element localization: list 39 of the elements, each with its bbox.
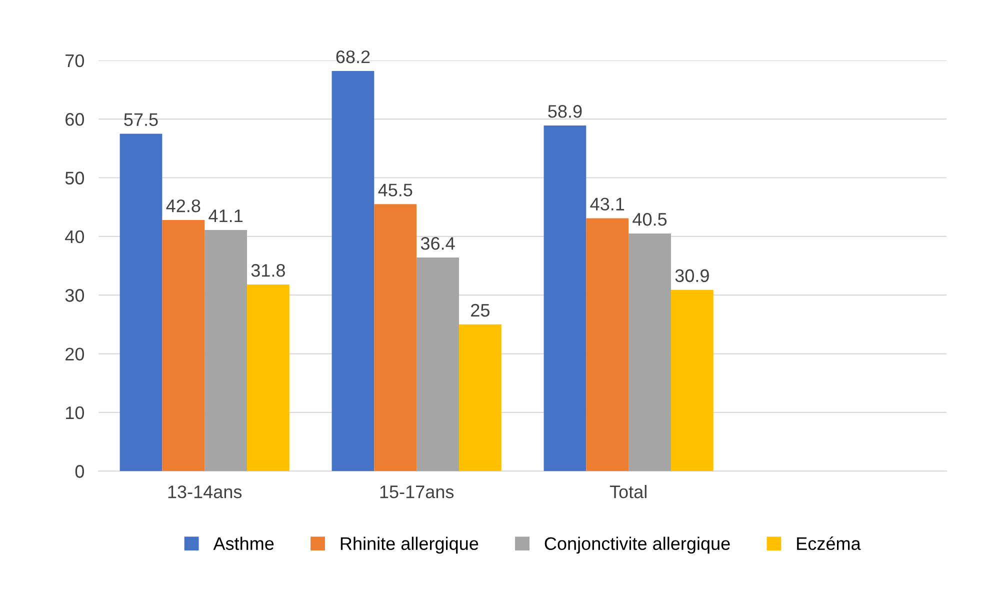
bar [120, 134, 162, 472]
bar [586, 218, 629, 472]
y-tick-label: 70 [66, 54, 84, 68]
data-label: 43.1 [590, 198, 624, 210]
y-tick-label: 0 [75, 465, 84, 478]
data-label: 68.2 [336, 50, 370, 64]
x-tick-label: 13-14ans [168, 485, 242, 498]
data-label: 42.8 [166, 199, 200, 212]
bar [332, 70, 374, 472]
bar [416, 258, 459, 472]
data-label: 40.5 [632, 212, 667, 226]
bar [374, 204, 417, 472]
x-tick-label: 15-17ans [380, 486, 454, 498]
data-label: 58.9 [548, 105, 582, 118]
data-label: 45.5 [378, 184, 412, 196]
legend-label: Eczéma [797, 536, 861, 550]
bar [628, 233, 671, 472]
data-label: 57.5 [124, 113, 158, 126]
y-tick-label: 10 [66, 406, 84, 420]
y-tick-label: 60 [66, 113, 84, 126]
x-tick-label: Total [610, 485, 646, 498]
bar [246, 284, 290, 472]
data-label: 36.4 [420, 237, 455, 250]
y-tick-label: 30 [65, 289, 84, 302]
legend-label: Rhinite allergique [340, 536, 478, 554]
data-label: 31.8 [251, 264, 285, 277]
y-tick-label: 20 [66, 348, 84, 360]
data-label: 30.9 [675, 269, 709, 282]
legend-label: Conjonctivite allergique [544, 536, 730, 554]
bar [544, 126, 586, 472]
bar [670, 290, 714, 472]
y-tick-label: 50 [65, 172, 84, 184]
data-label: 25 [471, 304, 490, 317]
data-label: 41.1 [208, 210, 242, 222]
bar [458, 324, 502, 472]
bar [204, 230, 247, 472]
legend-label: Asthme [213, 536, 274, 550]
y-tick-label: 40 [65, 230, 84, 244]
bar [162, 220, 205, 472]
